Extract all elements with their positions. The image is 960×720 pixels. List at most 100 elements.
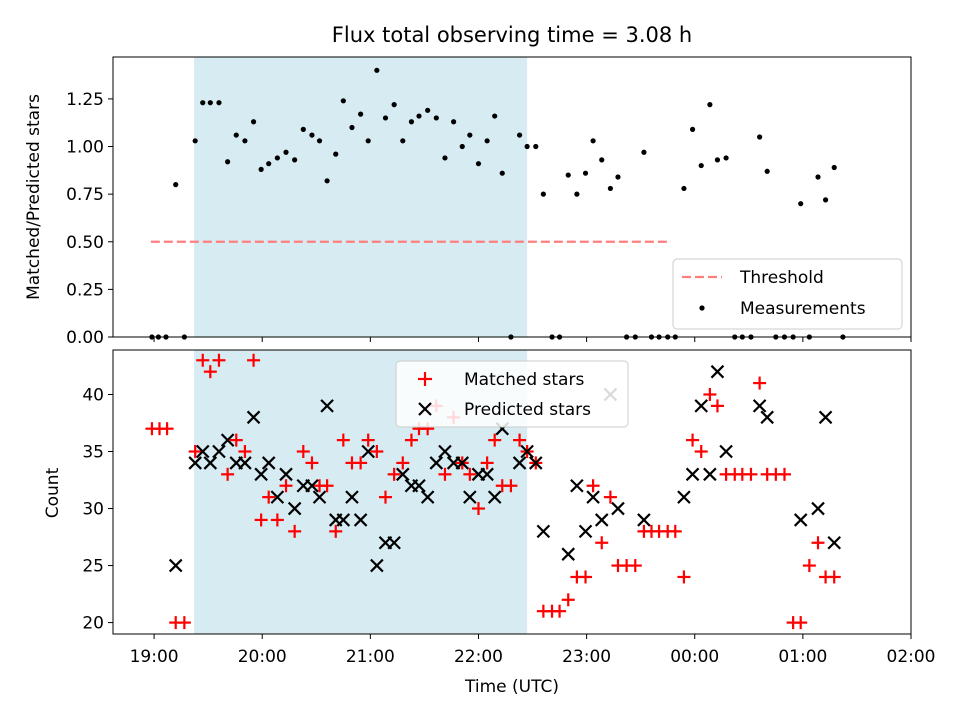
panel-ratio-x-ticks: [153, 337, 912, 342]
matched-stars-point: [753, 376, 767, 390]
legend-box: [672, 258, 903, 330]
predicted-stars-point: [703, 467, 717, 482]
predicted-stars-point: [677, 490, 691, 504]
measurement-point: [707, 102, 713, 108]
chart-title: Flux total observing time = 3.08 h: [332, 23, 692, 47]
predicted-stars-point: [760, 410, 774, 425]
panel-counts-frame: [112, 349, 912, 635]
measurement-point: [300, 126, 306, 132]
matched-stars-point: [488, 433, 502, 447]
measurement-point: [207, 100, 213, 106]
y-tick-label: 0.75: [66, 185, 104, 205]
matched-stars-point: [378, 490, 392, 504]
predicted-stars-point: [694, 399, 709, 413]
panel-ratio-legend: Threshold Measurements: [672, 258, 903, 330]
panel-counts-y-label: Count: [43, 467, 63, 518]
matched-stars-point: [254, 513, 268, 527]
predicted-stars-point: [361, 444, 375, 459]
measurement-point: [475, 161, 482, 167]
measurement-point: [459, 143, 465, 150]
measurement-point: [258, 166, 264, 172]
matched-stars-point: [396, 456, 410, 470]
legend-matched-label: Matched stars: [464, 370, 584, 390]
measurement-point: [358, 111, 364, 117]
measurement-point: [714, 157, 721, 163]
measurement-point: [582, 170, 589, 176]
predicted-stars-point: [168, 558, 183, 573]
matched-stars-point: [703, 387, 717, 401]
matched-stars-point: [247, 353, 261, 367]
matched-stars-point: [553, 604, 567, 618]
measurement-point: [192, 138, 198, 144]
predicted-stars-point: [529, 456, 543, 470]
x-axis-label: Time (UTC): [464, 677, 559, 697]
y-tick-label: 1.00: [66, 138, 104, 158]
predicted-stars-point: [195, 444, 210, 459]
matched-stars-point: [320, 479, 334, 493]
matched-stars-point: [677, 570, 691, 584]
measurement-point: [408, 119, 415, 125]
measurement-point: [524, 143, 530, 150]
predicted-stars-point: [512, 456, 527, 470]
measurement-point: [274, 155, 280, 161]
panel-counts-legend: Matched stars Predicted stars: [395, 360, 629, 428]
legend-matched-swatch: [418, 372, 432, 386]
predicted-stars-point: [811, 501, 825, 516]
matched-stars-point: [438, 467, 452, 481]
predicted-stars-point: [536, 524, 551, 539]
y-tick-label: 35: [82, 443, 104, 463]
matched-stars-point: [196, 353, 210, 367]
measurement-point: [516, 132, 523, 138]
matched-stars-point: [710, 399, 724, 413]
matched-stars-point: [471, 502, 485, 516]
measurement-point: [173, 182, 179, 188]
x-tick-label: 02:00: [887, 647, 936, 667]
predicted-stars-point: [463, 490, 477, 504]
measurement-point: [499, 170, 505, 176]
measurement-point: [451, 119, 457, 125]
measurement-point: [689, 126, 696, 132]
predicted-stars-point: [270, 490, 285, 504]
panel-ratio-frame: [112, 56, 912, 338]
y-tick-label: 30: [82, 500, 104, 520]
measurement-point: [340, 98, 346, 104]
x-axis-ticks: 19:00 20:00 21:00 22:00 23:00 00:00 01:00 02:00: [130, 634, 936, 667]
measurement-point: [365, 138, 371, 144]
matched-stars-point: [238, 445, 252, 459]
predicted-stars-point: [320, 399, 334, 413]
predicted-stars-point: [220, 433, 235, 447]
predicted-stars-point: [793, 513, 808, 527]
matched-stars-point: [160, 422, 174, 436]
x-tick-label: 19:00: [130, 647, 179, 667]
predicted-stars-point: [685, 467, 700, 482]
matched-stars-point: [694, 445, 708, 459]
measurement-point: [425, 107, 431, 113]
measurement-point: [433, 115, 439, 121]
predicted-stars-point: [570, 478, 584, 493]
measurement-point: [216, 100, 222, 106]
matched-stars-point: [177, 616, 191, 630]
measurement-point: [815, 174, 821, 180]
predicted-stars-point: [345, 490, 359, 504]
panel-counts-y-ticks: 20 25 30 35 40: [82, 385, 113, 634]
measurement-point: [467, 132, 473, 138]
matched-stars-point: [270, 513, 284, 527]
measurement-point: [309, 132, 315, 138]
matched-stars-point: [188, 445, 202, 459]
x-tick-label: 00:00: [670, 647, 719, 667]
measurement-point: [533, 143, 539, 150]
measurement-point: [615, 174, 621, 180]
matched-stars-point: [504, 479, 518, 493]
matched-stars-point: [802, 559, 816, 573]
matched-stars-point: [288, 524, 302, 538]
measurement-point: [698, 162, 704, 169]
measurement-point: [382, 115, 389, 121]
matched-stars-point: [212, 353, 226, 367]
matched-stars-point: [221, 467, 235, 481]
measurement-point: [540, 191, 546, 197]
x-tick-label: 22:00: [454, 647, 503, 667]
measurement-point: [324, 178, 330, 184]
measurement-point: [233, 132, 239, 138]
predicted-stars-point: [396, 467, 410, 482]
